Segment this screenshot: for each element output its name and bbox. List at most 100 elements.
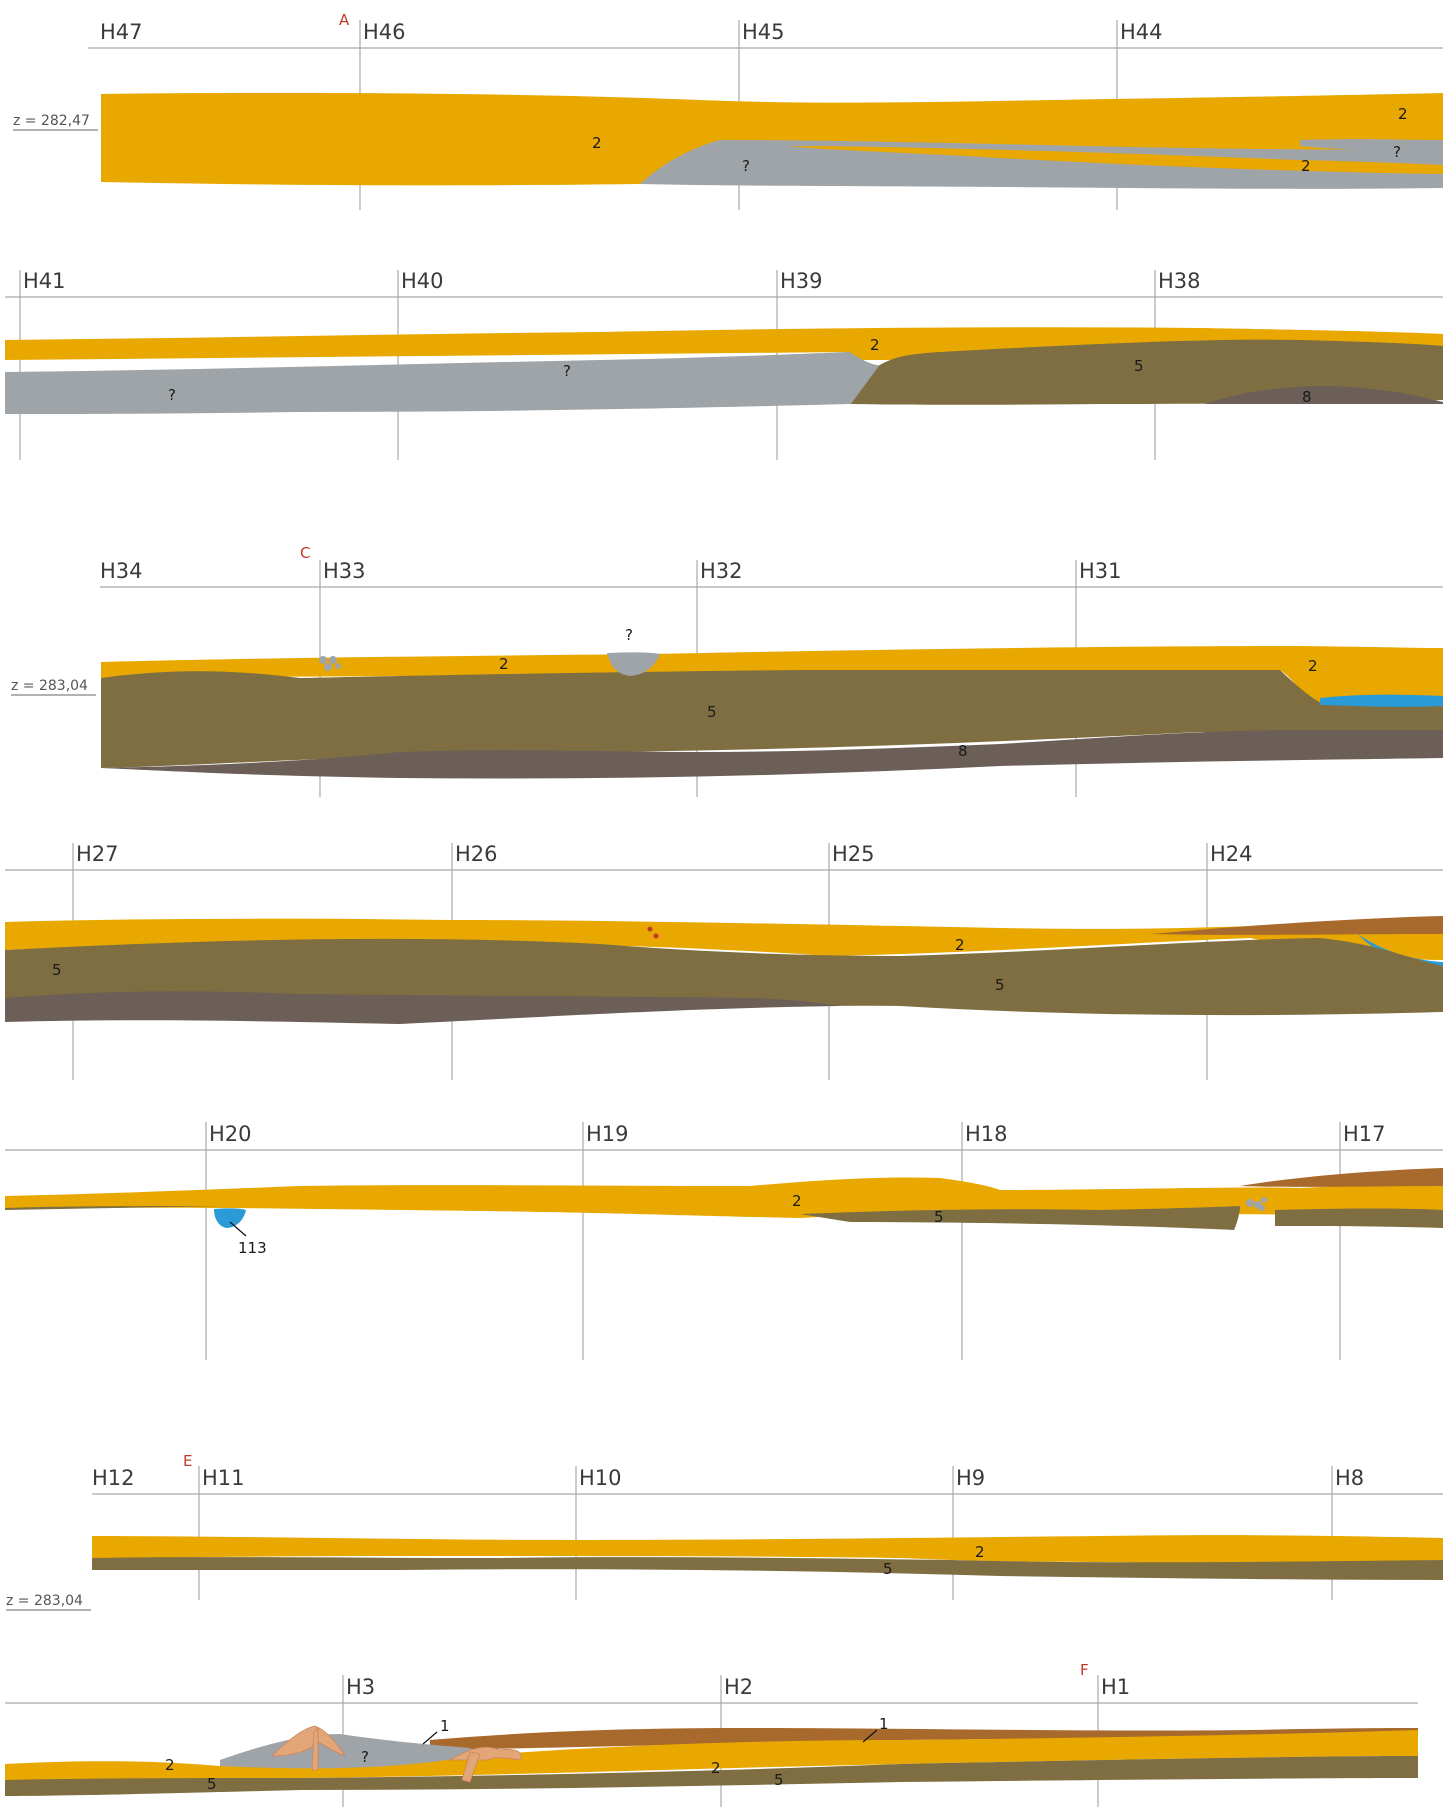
layer-label: 5 <box>934 1208 944 1226</box>
layer-label: 5 <box>774 1771 784 1789</box>
grid-label: H9 <box>956 1466 985 1490</box>
layer-label: 5 <box>995 976 1005 994</box>
layer-label: 2 <box>955 936 965 954</box>
grid-label: H31 <box>1079 559 1122 583</box>
elevation-label: z = 283,04 <box>6 1593 83 1609</box>
section-marker: A <box>339 11 350 29</box>
layer-2-fill <box>92 1535 1443 1563</box>
layer-1-fill <box>1150 916 1443 935</box>
layer-unknown-fill <box>640 140 1443 189</box>
layer-label: 2 <box>1398 105 1408 123</box>
grid-label: H41 <box>23 269 66 293</box>
layer-unknown-fill <box>5 352 878 414</box>
grid-label: H19 <box>586 1122 629 1146</box>
layer-label: 2 <box>1308 657 1318 675</box>
profile-row-3: H34 H33 H32 H31 C z = 283,04 2 ? 5 8 2 <box>11 544 1443 797</box>
layer-label: ? <box>625 626 633 644</box>
layer-label: 113 <box>238 1239 267 1257</box>
layer-1-fill <box>1240 1168 1443 1187</box>
stone-cluster-icon <box>319 656 341 671</box>
layer-5-fill <box>5 1206 1443 1230</box>
grid-label: H17 <box>1343 1122 1386 1146</box>
grid-label: H18 <box>965 1122 1008 1146</box>
layer-label: ? <box>742 157 750 175</box>
layer-unknown-lens <box>1300 139 1443 152</box>
layer-2-fill <box>5 1177 1443 1218</box>
grid-label: H32 <box>700 559 743 583</box>
profile-row-1: H47 H46 H45 H44 A z = 282,47 2 ? 2 ? 2 <box>13 11 1443 210</box>
elevation-label: z = 283,04 <box>11 678 88 694</box>
grid-label: H1 <box>1101 1675 1130 1699</box>
grid-label: H44 <box>1120 20 1163 44</box>
elevation-label: z = 282,47 <box>13 113 90 129</box>
profile-row-5: H20 H19 H18 H17 113 2 5 <box>5 1122 1443 1360</box>
layer-label: 8 <box>958 742 968 760</box>
layer-label: 2 <box>499 655 509 673</box>
leader-line <box>862 1729 878 1743</box>
grid-label: H12 <box>92 1466 135 1490</box>
grid-label: H34 <box>100 559 143 583</box>
grid-label: H3 <box>346 1675 375 1699</box>
grid-label: H10 <box>579 1466 622 1490</box>
grid-label: H45 <box>742 20 785 44</box>
layer-label: 5 <box>207 1775 217 1793</box>
layer-5-fill <box>92 1557 1443 1580</box>
layer-label: ? <box>1393 143 1401 161</box>
grid-label: H24 <box>1210 842 1253 866</box>
profile-row-2: H41 H40 H39 H38 ? ? 2 5 8 <box>5 269 1443 460</box>
unknown-feature <box>607 652 660 676</box>
layer-label: 1 <box>879 1715 889 1733</box>
root-mark-icon <box>271 1725 346 1771</box>
layer-label: 5 <box>707 703 717 721</box>
section-marker: C <box>300 544 310 562</box>
layer-label: ? <box>563 362 571 380</box>
layer-label: ? <box>361 1748 369 1766</box>
grid-label: H46 <box>363 20 406 44</box>
water-feature <box>214 1208 246 1228</box>
grid-label: H2 <box>724 1675 753 1699</box>
layer-label: 2 <box>711 1759 721 1777</box>
layer-2-fill <box>5 918 1443 960</box>
grid-label: H38 <box>1158 269 1201 293</box>
grid-label: H26 <box>455 842 498 866</box>
grid-label: H27 <box>76 842 119 866</box>
layer-label: 2 <box>975 1543 985 1561</box>
layer-label: 5 <box>883 1560 893 1578</box>
water-layer <box>1320 694 1443 707</box>
grid-label: H11 <box>202 1466 245 1490</box>
layer-8-fill <box>101 730 1443 779</box>
layer-unknown-fill <box>220 1734 470 1772</box>
grid-label: H47 <box>100 20 143 44</box>
layer-2-fill <box>5 1730 1418 1780</box>
layer-label: 8 <box>1302 388 1312 406</box>
layer-label: 2 <box>792 1192 802 1210</box>
grid-label: H40 <box>401 269 444 293</box>
grid-label: H25 <box>832 842 875 866</box>
layer-label: 1 <box>440 1717 450 1735</box>
layer-5-fill <box>101 670 1443 768</box>
layer-boundary <box>847 351 880 405</box>
red-mark-icon <box>647 926 659 939</box>
leader-line <box>422 1731 438 1745</box>
layer-8-fill <box>5 991 840 1024</box>
root-mark-icon <box>448 1746 522 1783</box>
layer-label: ? <box>168 386 176 404</box>
layer-label: 2 <box>165 1756 175 1774</box>
layer-label: 5 <box>52 961 62 979</box>
layer-label: 2 <box>870 336 880 354</box>
layer-label: 5 <box>1134 357 1144 375</box>
grid-label: H8 <box>1335 1466 1364 1490</box>
section-marker: E <box>183 1452 192 1470</box>
layer-8-fill <box>1205 386 1443 404</box>
leader-line <box>229 1221 247 1237</box>
layer-5-fill <box>5 1756 1418 1796</box>
layer-label: 2 <box>1301 157 1311 175</box>
layer-2-fill <box>101 646 1443 730</box>
section-marker: F <box>1080 1661 1089 1679</box>
layer-label: 2 <box>592 134 602 152</box>
grid-label: H33 <box>323 559 366 583</box>
stone-cluster-icon <box>1246 1197 1267 1211</box>
profile-row-7: H3 H2 H1 F 1 ? 1 2 5 2 5 <box>5 1661 1418 1807</box>
layer-2-lens <box>790 146 1443 174</box>
